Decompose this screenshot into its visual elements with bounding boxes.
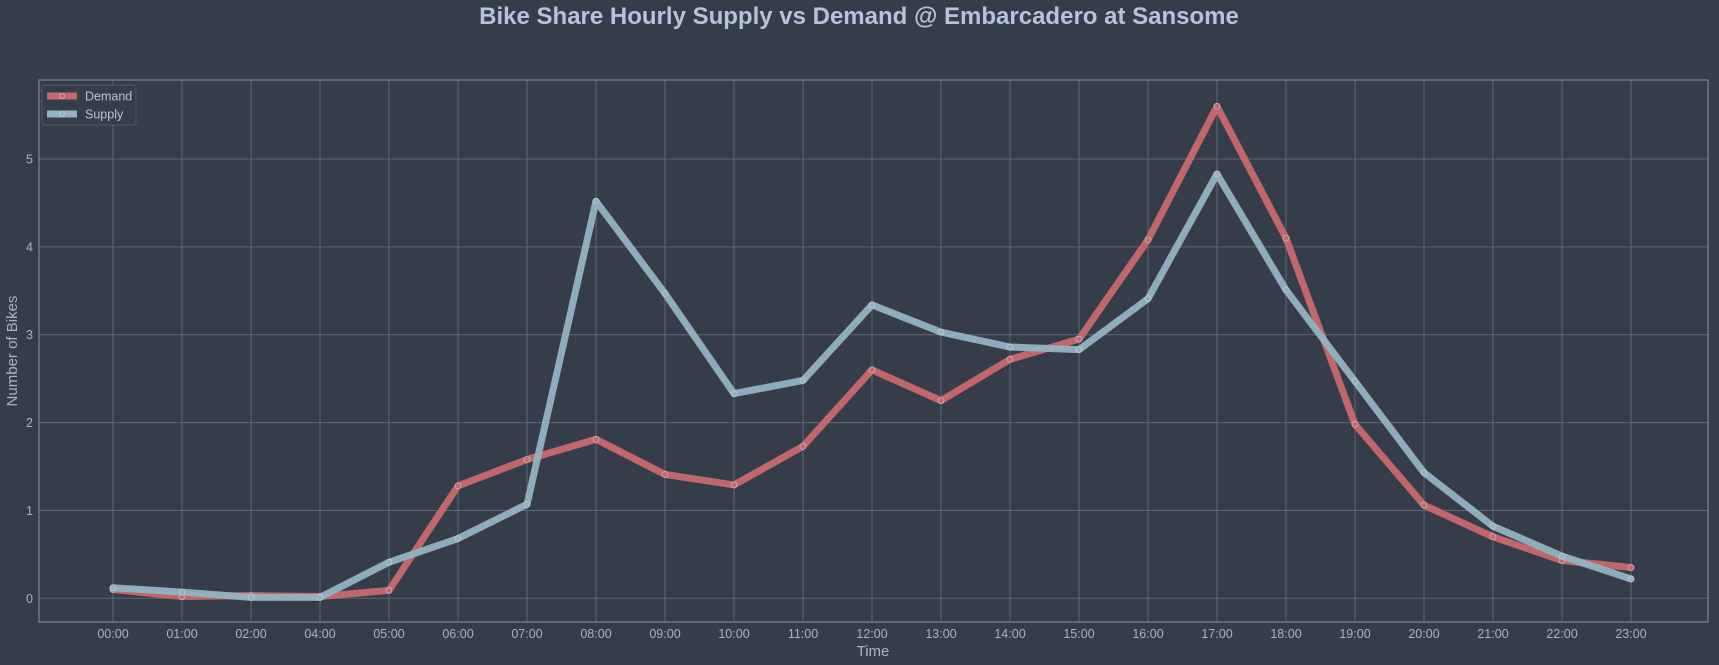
data-point-demand [1213, 103, 1221, 110]
x-tick-label: 07:00 [511, 627, 542, 641]
x-tick-label: 22:00 [1546, 627, 1577, 641]
y-tick-label: 5 [26, 153, 33, 167]
data-point-demand [1420, 501, 1428, 509]
data-point-supply [178, 588, 186, 596]
x-axis-label: Time [857, 643, 890, 660]
x-tick-label: 17:00 [1201, 627, 1232, 641]
data-point-demand [1627, 564, 1635, 571]
data-point-demand [1144, 236, 1152, 244]
data-point-supply [937, 328, 945, 336]
x-tick-label: 08:00 [580, 627, 611, 641]
data-point-supply [868, 301, 876, 309]
data-point-supply [1006, 343, 1014, 351]
data-point-supply [1282, 286, 1290, 294]
x-tick-label: 01:00 [166, 627, 197, 641]
data-point-supply [1627, 575, 1635, 583]
x-tick-label: 00:00 [97, 627, 128, 641]
y-tick-label: 0 [26, 592, 33, 606]
data-point-demand [1006, 356, 1014, 363]
x-tick-label: 19:00 [1339, 627, 1370, 641]
series-layer [109, 102, 1635, 601]
data-point-demand [385, 587, 393, 594]
x-tick-label: 16:00 [1132, 627, 1163, 641]
legend-label-supply: Supply [85, 108, 124, 122]
x-tick-label: 20:00 [1408, 627, 1439, 641]
x-tick-label: 09:00 [649, 627, 680, 641]
data-point-supply [1558, 552, 1566, 560]
data-point-supply [1213, 170, 1221, 178]
data-point-supply [1075, 346, 1083, 353]
plot-frame [38, 79, 1709, 623]
data-point-supply [799, 377, 807, 384]
x-tick-label: 04:00 [304, 627, 335, 641]
x-tick-label: 05:00 [373, 627, 404, 641]
x-tick-label: 02:00 [235, 627, 266, 641]
data-point-supply [1144, 295, 1152, 303]
x-tick-label: 12:00 [856, 627, 887, 641]
data-point-supply [109, 584, 117, 592]
data-point-supply [454, 535, 462, 542]
x-tick-label: 06:00 [442, 627, 473, 641]
data-point-demand [661, 471, 669, 478]
grid [39, 80, 1708, 622]
x-tick-label: 13:00 [925, 627, 956, 641]
x-tick-label: 21:00 [1477, 627, 1508, 641]
x-tick-label: 10:00 [718, 627, 749, 641]
x-tick-label: 14:00 [994, 627, 1025, 641]
data-point-supply [730, 390, 738, 397]
data-point-supply [247, 594, 255, 601]
y-tick-label: 2 [26, 416, 33, 430]
data-point-demand [937, 397, 945, 404]
data-point-supply [592, 197, 600, 205]
data-point-supply [385, 558, 393, 566]
data-point-demand [523, 456, 531, 463]
data-point-demand [799, 443, 807, 450]
plot-area [39, 80, 1708, 622]
data-point-demand [454, 482, 462, 490]
x-tick-label: 18:00 [1270, 627, 1301, 641]
y-tick-label: 1 [26, 504, 33, 518]
y-tick-label: 3 [26, 328, 33, 342]
data-point-supply [1420, 469, 1428, 476]
data-point-demand [1075, 335, 1083, 343]
data-point-demand [1282, 234, 1290, 242]
data-point-supply [1489, 522, 1497, 530]
tick-labels: 00:00 01:00 02:00 04:00 05:00 06:00 07:00 08:00… [26, 153, 1647, 641]
chart-title: Bike Share Hourly Supply vs Demand @ Emb… [479, 3, 1239, 30]
data-point-demand [592, 435, 600, 443]
x-tick-label: 11:00 [788, 627, 818, 641]
legend: Demand Supply [41, 84, 137, 126]
y-axis-label: Number of Bikes [4, 296, 21, 407]
data-point-supply [316, 594, 324, 601]
legend-label-demand: Demand [85, 90, 132, 104]
legend-marker-supply [59, 111, 65, 117]
x-tick-label: 23:00 [1615, 627, 1646, 641]
data-point-demand [1489, 533, 1497, 541]
legend-marker-demand [59, 93, 65, 99]
data-point-demand [730, 481, 738, 489]
data-point-supply [523, 500, 531, 508]
data-point-demand [1351, 421, 1359, 428]
data-point-demand [868, 366, 876, 374]
data-point-supply [1351, 378, 1359, 385]
y-tick-label: 4 [26, 240, 33, 254]
data-point-supply [661, 290, 669, 297]
x-tick-label: 15:00 [1063, 627, 1094, 641]
